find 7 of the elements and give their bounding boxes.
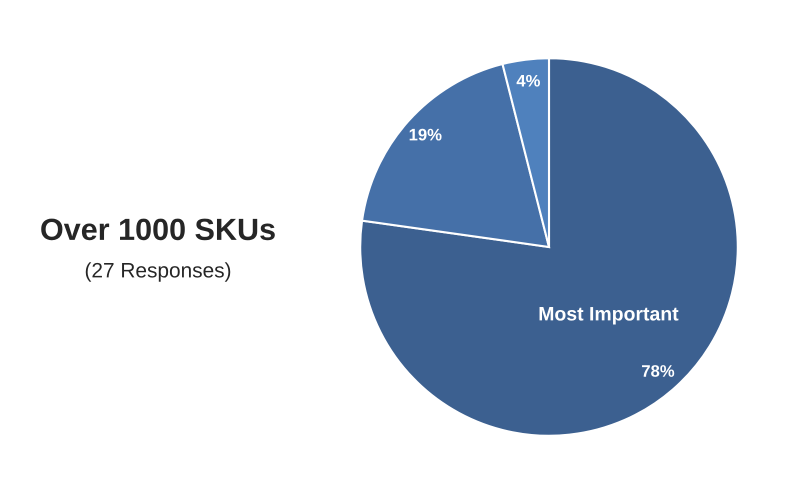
text: (27 Responses): [86, 262, 230, 282]
text: Over 1000 SKUs: [41, 218, 275, 240]
data-label: 19%: [410, 128, 442, 141]
slice-label: Most Important: [540, 307, 678, 324]
data-label: 78%: [642, 365, 674, 377]
data-label: 4%: [516, 74, 540, 87]
pie-slice: [359, 57, 739, 437]
